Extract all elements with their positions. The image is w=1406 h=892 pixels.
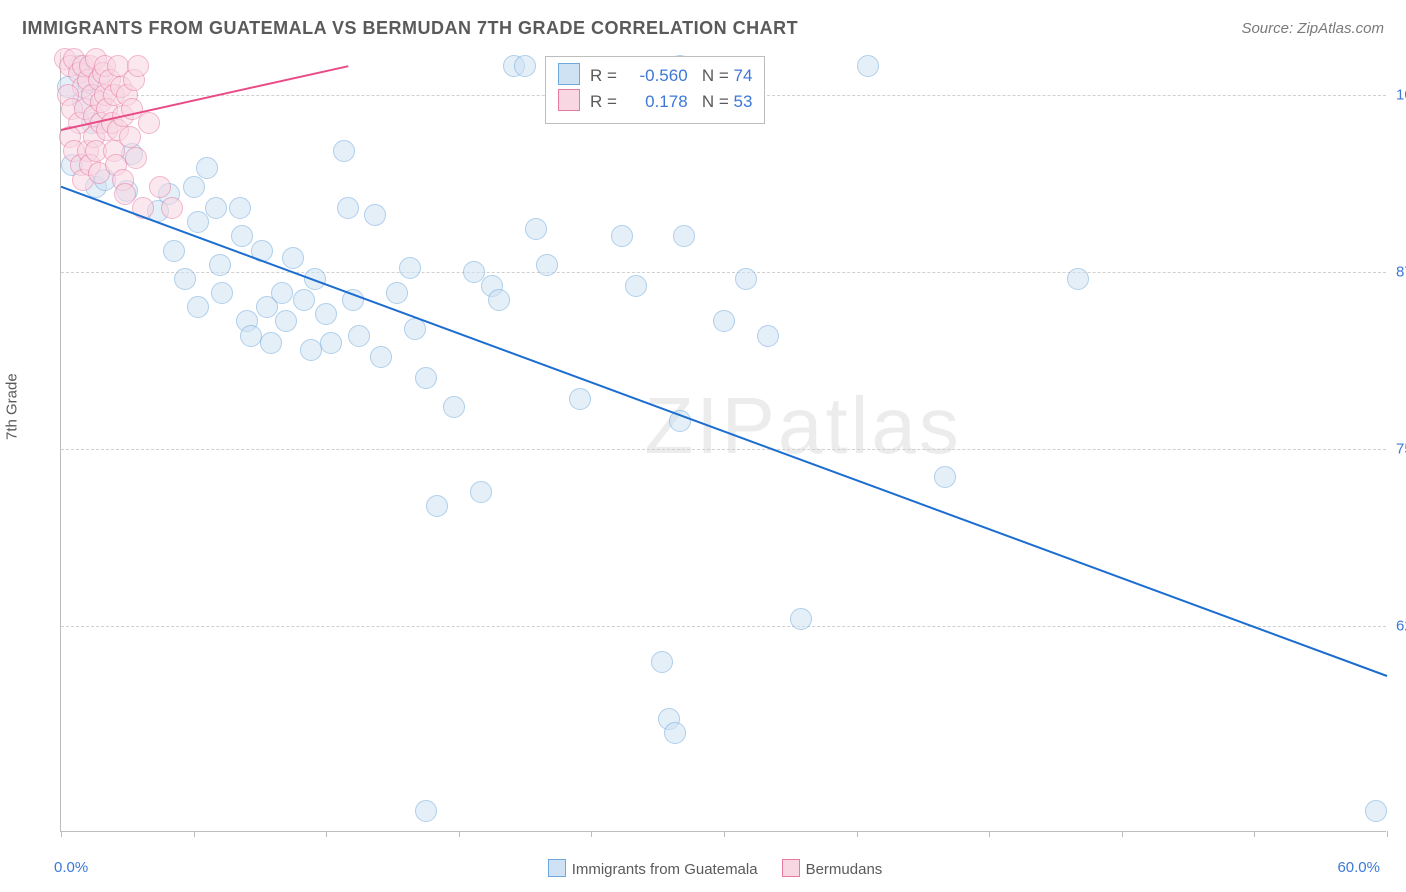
x-tick	[1254, 831, 1255, 837]
y-tick-label: 100.0%	[1396, 86, 1406, 103]
bottom-legend: Immigrants from Guatemala Bermudans	[0, 859, 1406, 878]
x-tick	[591, 831, 592, 837]
y-tick-label: 87.5%	[1396, 263, 1406, 280]
source-attribution: Source: ZipAtlas.com	[1241, 20, 1384, 37]
x-tick	[326, 831, 327, 837]
y-axis-label: 7th Grade	[4, 373, 21, 440]
x-tick	[1387, 831, 1388, 837]
legend-swatch	[782, 859, 800, 877]
y-tick-label: 62.5%	[1396, 618, 1406, 635]
x-tick	[1122, 831, 1123, 837]
legend-label: Bermudans	[806, 861, 883, 878]
x-tick	[61, 831, 62, 837]
x-tick	[194, 831, 195, 837]
x-tick	[989, 831, 990, 837]
legend-swatch	[548, 859, 566, 877]
legend-label: Immigrants from Guatemala	[572, 861, 758, 878]
plot-area: ZIPatlas 62.5%75.0%87.5%100.0%	[60, 52, 1386, 832]
trend-line	[61, 187, 1387, 676]
chart-title: IMMIGRANTS FROM GUATEMALA VS BERMUDAN 7T…	[22, 18, 798, 39]
x-tick	[724, 831, 725, 837]
trend-lines-layer	[61, 52, 1386, 831]
x-tick	[459, 831, 460, 837]
x-tick	[857, 831, 858, 837]
trend-line	[61, 66, 348, 130]
y-tick-label: 75.0%	[1396, 441, 1406, 458]
